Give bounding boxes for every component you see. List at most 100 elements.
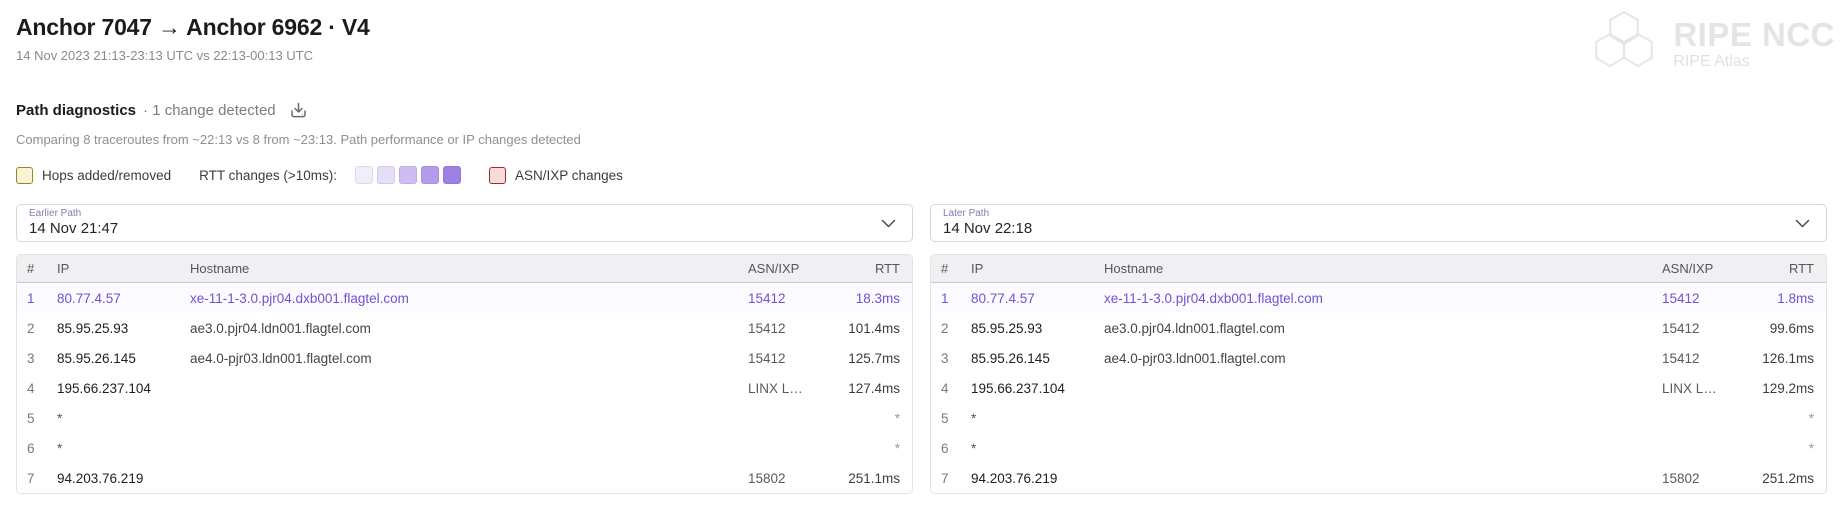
- hop-rtt: 101.4ms: [848, 320, 900, 336]
- logo-brand: RIPE NCC: [1673, 15, 1835, 53]
- rtt-gradient-swatch: [355, 166, 374, 184]
- hop-row: 4 195.66.237.104 LINX L… 127.4ms: [17, 373, 912, 403]
- hop-ip: *: [57, 410, 63, 426]
- col-header-asn: ASN/IXP: [1662, 261, 1714, 276]
- hop-number: 1: [941, 290, 949, 306]
- hops-table: # IP Hostname ASN/IXP RTT 1 80.77.4.57 xe-…: [930, 254, 1827, 494]
- hop-asn: 15412: [748, 290, 786, 306]
- hop-rtt: 126.1ms: [1762, 350, 1814, 366]
- comparison-summary: Comparing 8 traceroutes from ~22:13 vs 8…: [16, 132, 581, 147]
- hop-number: 4: [27, 380, 35, 396]
- hop-hostname: ae4.0-pjr03.ldn001.flagtel.com: [190, 350, 372, 366]
- col-header-number: #: [27, 261, 35, 276]
- download-button[interactable]: [289, 101, 308, 120]
- hop-row: 6 * *: [931, 433, 1826, 463]
- hop-rtt: 99.6ms: [1769, 320, 1814, 336]
- hop-asn: LINX L…: [1662, 380, 1717, 396]
- select-label: Later Path: [943, 208, 990, 220]
- hop-number: 1: [27, 290, 35, 306]
- hop-number: 7: [941, 470, 949, 486]
- hop-row: 6 * *: [17, 433, 912, 463]
- diagnostics-status: · 1 change detected: [143, 102, 276, 119]
- hops-swatch: [16, 166, 33, 184]
- col-header-rtt: RTT: [874, 261, 900, 276]
- hop-ip: 85.95.26.145: [57, 350, 136, 366]
- hop-ip: 80.77.4.57: [57, 290, 121, 306]
- select-text: Later Path 14 Nov 22:18: [943, 208, 1032, 238]
- earlier-path-panel: Earlier Path 14 Nov 21:47 # IP Hostname …: [16, 204, 913, 494]
- legend-rtt-label: RTT changes (>10ms):: [199, 167, 338, 183]
- hop-row: 3 85.95.26.145 ae4.0-pjr03.ldn001.flagtel.…: [931, 343, 1826, 373]
- hop-number: 6: [27, 440, 35, 456]
- hop-asn: 15412: [1662, 290, 1700, 306]
- hop-row: 1 80.77.4.57 xe-11-1-3.0.pjr04.dxb001.flag…: [17, 283, 912, 313]
- hop-rtt: *: [894, 440, 900, 456]
- hop-row: 5 * *: [931, 403, 1826, 433]
- hop-rtt: 129.2ms: [1762, 380, 1814, 396]
- legend-hops: Hops added/removed: [16, 166, 171, 184]
- table-header: # IP Hostname ASN/IXP RTT: [931, 255, 1826, 283]
- hop-hostname: ae3.0.pjr04.ldn001.flagtel.com: [190, 320, 371, 336]
- rtt-gradient-swatch: [399, 166, 418, 184]
- col-header-asn: ASN/IXP: [748, 261, 800, 276]
- hop-asn: 15802: [1662, 470, 1700, 486]
- legend-asn-label: ASN/IXP changes: [515, 167, 623, 183]
- hop-number: 7: [27, 470, 35, 486]
- hop-number: 5: [941, 410, 949, 426]
- rtt-gradient-swatches: [355, 166, 462, 184]
- page-header: Anchor 7047 → Anchor 6962 · V4 14 Nov 20…: [0, 0, 1843, 63]
- hop-ip: 85.95.25.93: [971, 320, 1043, 336]
- hop-asn: 15412: [1662, 350, 1700, 366]
- hop-rtt: 125.7ms: [848, 350, 900, 366]
- later-path-select[interactable]: Later Path 14 Nov 22:18: [930, 204, 1827, 242]
- chevron-down-icon: [1795, 219, 1810, 227]
- hop-ip: 94.203.76.219: [57, 470, 144, 486]
- col-header-number: #: [941, 261, 949, 276]
- select-value: 14 Nov 21:47: [29, 220, 119, 238]
- hop-ip: 195.66.237.104: [57, 380, 151, 396]
- later-path-panel: Later Path 14 Nov 22:18 # IP Hostname AS…: [930, 204, 1827, 494]
- hop-rtt: 127.4ms: [848, 380, 900, 396]
- hop-asn: 15802: [748, 470, 786, 486]
- hop-asn: 15412: [748, 320, 786, 336]
- table-body: 1 80.77.4.57 xe-11-1-3.0.pjr04.dxb001.flag…: [17, 283, 912, 493]
- hop-row: 2 85.95.25.93 ae3.0.pjr04.ldn001.flagtel.c…: [17, 313, 912, 343]
- hop-rtt: 251.2ms: [1762, 470, 1814, 486]
- rtt-gradient-swatch: [377, 166, 396, 184]
- download-icon: [290, 102, 306, 118]
- ripe-hexagons-icon: [1585, 8, 1663, 79]
- page-subtitle: 14 Nov 2023 21:13-23:13 UTC vs 22:13-00:…: [16, 48, 314, 63]
- hop-number: 2: [27, 320, 35, 336]
- table-header: # IP Hostname ASN/IXP RTT: [17, 255, 912, 283]
- diagnostics-heading: Path diagnostics · 1 change detected: [16, 101, 1827, 120]
- hop-number: 5: [27, 410, 35, 426]
- hop-rtt: *: [894, 410, 900, 426]
- hop-asn: LINX L…: [748, 380, 803, 396]
- hop-asn: 15412: [1662, 320, 1700, 336]
- hop-asn: 15412: [748, 350, 786, 366]
- hop-ip: 85.95.26.145: [971, 350, 1050, 366]
- hop-row: 7 94.203.76.219 15802 251.1ms: [17, 463, 912, 493]
- hop-hostname: ae3.0.pjr04.ldn001.flagtel.com: [1104, 320, 1285, 336]
- hop-ip: *: [971, 440, 977, 456]
- hop-number: 4: [941, 380, 949, 396]
- logo-text: RIPE NCC RIPE Atlas: [1673, 18, 1835, 70]
- hop-hostname: xe-11-1-3.0.pjr04.dxb001.flagtel.com: [1104, 290, 1323, 306]
- legend: Hops added/removed RTT changes (>10ms): …: [16, 166, 1827, 184]
- table-body: 1 80.77.4.57 xe-11-1-3.0.pjr04.dxb001.flag…: [931, 283, 1826, 493]
- col-header-ip: IP: [971, 261, 984, 276]
- hop-ip: 94.203.76.219: [971, 470, 1058, 486]
- hop-row: 2 85.95.25.93 ae3.0.pjr04.ldn001.flagtel.c…: [931, 313, 1826, 343]
- chevron-down-icon: [881, 219, 896, 227]
- hop-ip: *: [57, 440, 63, 456]
- hop-number: 3: [27, 350, 35, 366]
- page-title: Anchor 7047 → Anchor 6962 · V4: [16, 14, 370, 40]
- rtt-gradient-swatch: [443, 166, 462, 184]
- hop-row: 7 94.203.76.219 15802 251.2ms: [931, 463, 1826, 493]
- earlier-path-select[interactable]: Earlier Path 14 Nov 21:47: [16, 204, 913, 242]
- hop-ip: 195.66.237.104: [971, 380, 1065, 396]
- hop-ip: *: [971, 410, 977, 426]
- col-header-hostname: Hostname: [1104, 261, 1164, 276]
- hop-number: 6: [941, 440, 949, 456]
